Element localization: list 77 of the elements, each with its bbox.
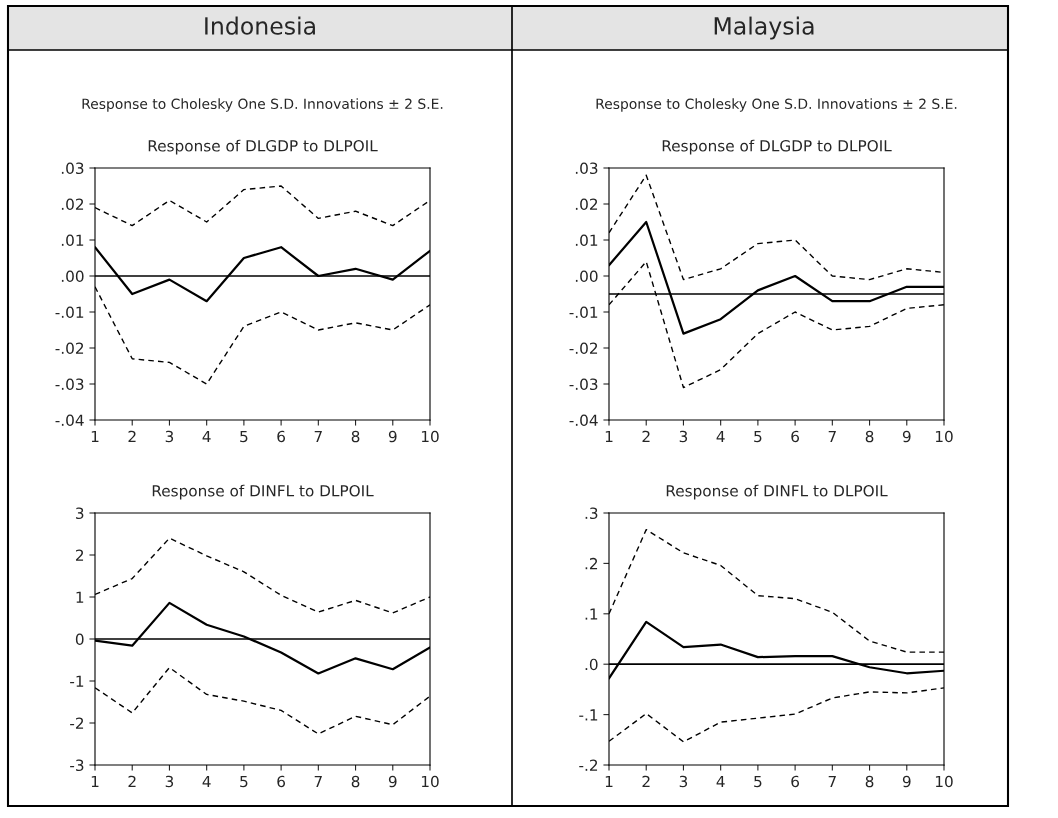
y-tick-label: .02 — [61, 198, 84, 211]
y-tick-label: -.1 — [579, 709, 598, 721]
chart-title: Response of DLGDP to DLPOIL — [662, 139, 892, 155]
chart-subtitle: Response to Cholesky One S.D. Innovations ± 2 S.E. — [82, 98, 443, 112]
x-tick-label: 3 — [679, 775, 688, 788]
text: Indonesia — [205, 16, 315, 35]
y-tick-label: -.01 — [55, 306, 84, 319]
x-tick-label: 6 — [791, 430, 800, 443]
y-tick-label: .00 — [575, 270, 598, 283]
x-tick-label: 9 — [388, 775, 397, 788]
x-tick-label: 2 — [128, 430, 136, 443]
x-tick-label: 6 — [791, 775, 800, 788]
x-tick-label: 8 — [351, 430, 360, 443]
x-tick-label: 5 — [754, 775, 762, 788]
x-tick-label: 10 — [935, 430, 953, 443]
y-tick-label: -.03 — [569, 378, 598, 391]
chart-title: Response of DINFL to DLPOIL — [666, 484, 888, 500]
y-tick-label: .2 — [585, 557, 598, 570]
y-tick-label: -.02 — [55, 342, 84, 355]
x-tick-label: 9 — [388, 430, 397, 443]
x-tick-label: 5 — [240, 430, 248, 443]
y-tick-label: -.04 — [55, 414, 84, 427]
y-tick-label: .01 — [575, 234, 598, 247]
y-tick-label: -.2 — [579, 759, 598, 771]
x-tick-label: 2 — [642, 775, 650, 788]
x-tick-label: 7 — [314, 430, 322, 443]
x-tick-label: 5 — [754, 430, 762, 443]
y-tick-label: .01 — [61, 234, 84, 247]
y-tick-label: 3 — [76, 507, 84, 520]
x-tick-label: 3 — [679, 430, 688, 443]
y-tick-label: -.04 — [569, 414, 598, 427]
x-tick-label: 7 — [828, 775, 836, 788]
y-tick-label: 0 — [75, 633, 84, 646]
y-tick-label: .0 — [585, 658, 598, 671]
x-tick-label: 8 — [351, 775, 360, 788]
y-tick-label: -.01 — [569, 306, 598, 319]
chart-title: Response of DLGDP to DLPOIL — [148, 139, 378, 155]
x-tick-label: 6 — [277, 775, 286, 788]
y-tick-label: .3 — [585, 507, 598, 520]
x-tick-label: 9 — [902, 430, 911, 443]
x-tick-label: 4 — [716, 775, 725, 788]
x-tick-label: 4 — [202, 430, 211, 443]
x-tick-label: 6 — [277, 430, 286, 443]
x-tick-label: 4 — [716, 430, 725, 443]
y-tick-label: .02 — [575, 198, 598, 211]
x-tick-label: 7 — [314, 775, 322, 788]
y-tick-label: -2 — [70, 717, 84, 729]
y-tick-label: 1 — [76, 591, 84, 603]
x-tick-label: 1 — [91, 430, 99, 443]
x-tick-label: 4 — [202, 775, 211, 788]
y-tick-label: -3 — [70, 759, 84, 772]
x-tick-label: 9 — [902, 775, 911, 788]
y-tick-label: -1 — [70, 675, 84, 687]
x-tick-label: 3 — [165, 430, 174, 443]
y-tick-label: .00 — [61, 270, 84, 283]
y-tick-label: .03 — [575, 162, 598, 175]
text: Malaysia — [714, 16, 814, 40]
chart-title: Response of DINFL to DLPOIL — [152, 484, 374, 500]
chart-subtitle: Response to Cholesky One S.D. Innovations ± 2 S.E. — [596, 98, 957, 112]
x-tick-label: 8 — [865, 430, 874, 443]
x-tick-label: 1 — [605, 430, 613, 443]
x-tick-label: 7 — [828, 430, 836, 443]
x-tick-label: 2 — [128, 775, 136, 788]
x-tick-label: 1 — [91, 775, 99, 788]
x-tick-label: 8 — [865, 775, 874, 788]
y-tick-label: -.03 — [55, 378, 84, 391]
y-tick-label: .1 — [585, 608, 598, 620]
x-tick-label: 10 — [935, 775, 953, 788]
x-tick-label: 10 — [421, 775, 439, 788]
y-tick-label: .03 — [61, 162, 84, 175]
x-tick-label: 2 — [642, 430, 650, 443]
y-tick-label: 2 — [75, 549, 84, 561]
x-tick-label: 3 — [165, 775, 174, 788]
x-tick-label: 10 — [421, 430, 439, 443]
x-tick-label: 5 — [240, 775, 248, 788]
x-tick-label: 1 — [605, 775, 613, 788]
y-tick-label: -.02 — [569, 342, 598, 355]
